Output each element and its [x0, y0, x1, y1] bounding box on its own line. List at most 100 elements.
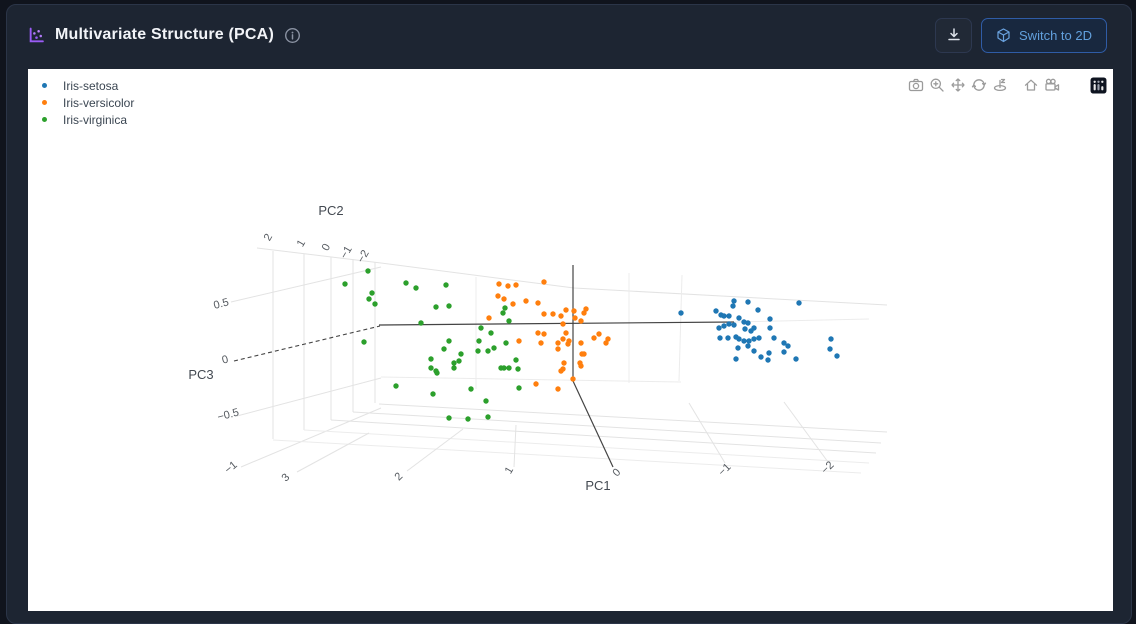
zoom-icon	[930, 78, 944, 92]
switch-to-2d-button[interactable]: Switch to 2D	[981, 17, 1107, 53]
data-point	[767, 325, 773, 331]
data-point	[583, 306, 589, 312]
data-point	[430, 391, 436, 397]
data-point	[733, 356, 739, 362]
data-point	[579, 351, 585, 357]
data-point	[560, 336, 566, 342]
data-point	[486, 315, 492, 321]
data-point	[572, 315, 578, 321]
modebar-button-orbit[interactable]	[968, 75, 989, 95]
data-point	[758, 354, 764, 360]
series-iris-versicolor	[486, 279, 611, 392]
pca-card: Multivariate Structure (PCA) Switch to 2…	[6, 4, 1132, 624]
data-point	[765, 357, 771, 363]
switch-to-2d-label: Switch to 2D	[1019, 27, 1092, 43]
data-point	[577, 360, 583, 366]
tick-label: 0	[610, 466, 623, 479]
data-point	[513, 282, 519, 288]
data-point	[501, 296, 507, 302]
modebar-button-turntable[interactable]	[989, 75, 1010, 95]
orbit-icon	[971, 79, 986, 91]
horizontal-zero-line	[378, 321, 735, 326]
data-point	[446, 415, 452, 421]
tick-label: 0	[320, 242, 333, 253]
legend-item-iris-setosa[interactable]: Iris-setosa	[36, 77, 134, 94]
scatter-chart-icon	[29, 27, 44, 42]
data-point	[505, 283, 511, 289]
data-point	[785, 343, 791, 349]
data-point	[793, 356, 799, 362]
tick-label: 0	[221, 354, 230, 367]
camera-icon	[908, 78, 923, 92]
data-point	[418, 320, 424, 326]
data-point	[403, 280, 409, 286]
info-icon[interactable]	[284, 27, 301, 44]
cube-icon	[997, 27, 1010, 42]
data-point	[781, 340, 787, 346]
data-point	[555, 340, 561, 346]
legend-item-iris-versicolor[interactable]: Iris-versicolor	[36, 94, 134, 111]
pc3-zero-line	[233, 325, 381, 362]
pc1-zero-floor-line	[572, 380, 614, 468]
tick-label: 1	[295, 238, 308, 249]
data-point	[533, 381, 539, 387]
data-point	[433, 304, 439, 310]
tick-label: −1	[222, 459, 239, 476]
tick-label: 1	[503, 465, 516, 476]
data-point	[446, 338, 452, 344]
legend-label: Iris-virginica	[63, 112, 128, 127]
data-point	[781, 349, 787, 355]
legend-item-iris-virginica[interactable]: Iris-virginica	[36, 111, 134, 128]
modebar-button-movie-camera[interactable]	[1041, 75, 1062, 95]
data-point	[766, 350, 772, 356]
axis-title-pc1: PC1	[585, 478, 610, 493]
tick-label: −1	[716, 461, 733, 478]
data-point	[535, 300, 541, 306]
data-point	[516, 338, 522, 344]
data-point	[717, 335, 723, 341]
download-icon	[947, 28, 960, 41]
data-point	[796, 300, 802, 306]
modebar-button-camera[interactable]	[905, 75, 926, 95]
home-icon	[1024, 79, 1037, 91]
data-point	[365, 268, 371, 274]
data-point	[538, 340, 544, 346]
page-title: Multivariate Structure (PCA)	[55, 26, 274, 43]
modebar-button-plotly-logo[interactable]	[1088, 75, 1109, 95]
data-point	[563, 307, 569, 313]
data-point	[721, 323, 727, 329]
data-point	[434, 370, 440, 376]
data-point	[506, 365, 512, 371]
data-point	[591, 335, 597, 341]
modebar-button-pan[interactable]	[947, 75, 968, 95]
data-point	[500, 310, 506, 316]
data-point	[726, 321, 732, 327]
data-point	[558, 313, 564, 319]
data-point	[742, 326, 748, 332]
data-point	[515, 366, 521, 372]
axis-titles: PC1 PC2 PC3	[188, 203, 610, 493]
legend-marker	[42, 83, 47, 88]
data-point	[478, 325, 484, 331]
data-point	[581, 310, 587, 316]
data-point	[561, 360, 567, 366]
data-point	[451, 365, 457, 371]
data-point	[535, 330, 541, 336]
tick-label: −2	[355, 248, 372, 265]
data-point	[716, 325, 722, 331]
data-point	[498, 365, 504, 371]
data-point	[560, 321, 566, 327]
data-point	[342, 281, 348, 287]
data-point	[393, 383, 399, 389]
data-point	[745, 343, 751, 349]
data-point	[678, 310, 684, 316]
modebar-button-zoom[interactable]	[926, 75, 947, 95]
data-point	[745, 299, 751, 305]
data-point	[748, 328, 754, 334]
modebar-button-home[interactable]	[1020, 75, 1041, 95]
plot-modebar	[905, 75, 1109, 95]
download-button[interactable]	[935, 17, 973, 53]
data-point	[496, 281, 502, 287]
data-point	[721, 313, 727, 319]
